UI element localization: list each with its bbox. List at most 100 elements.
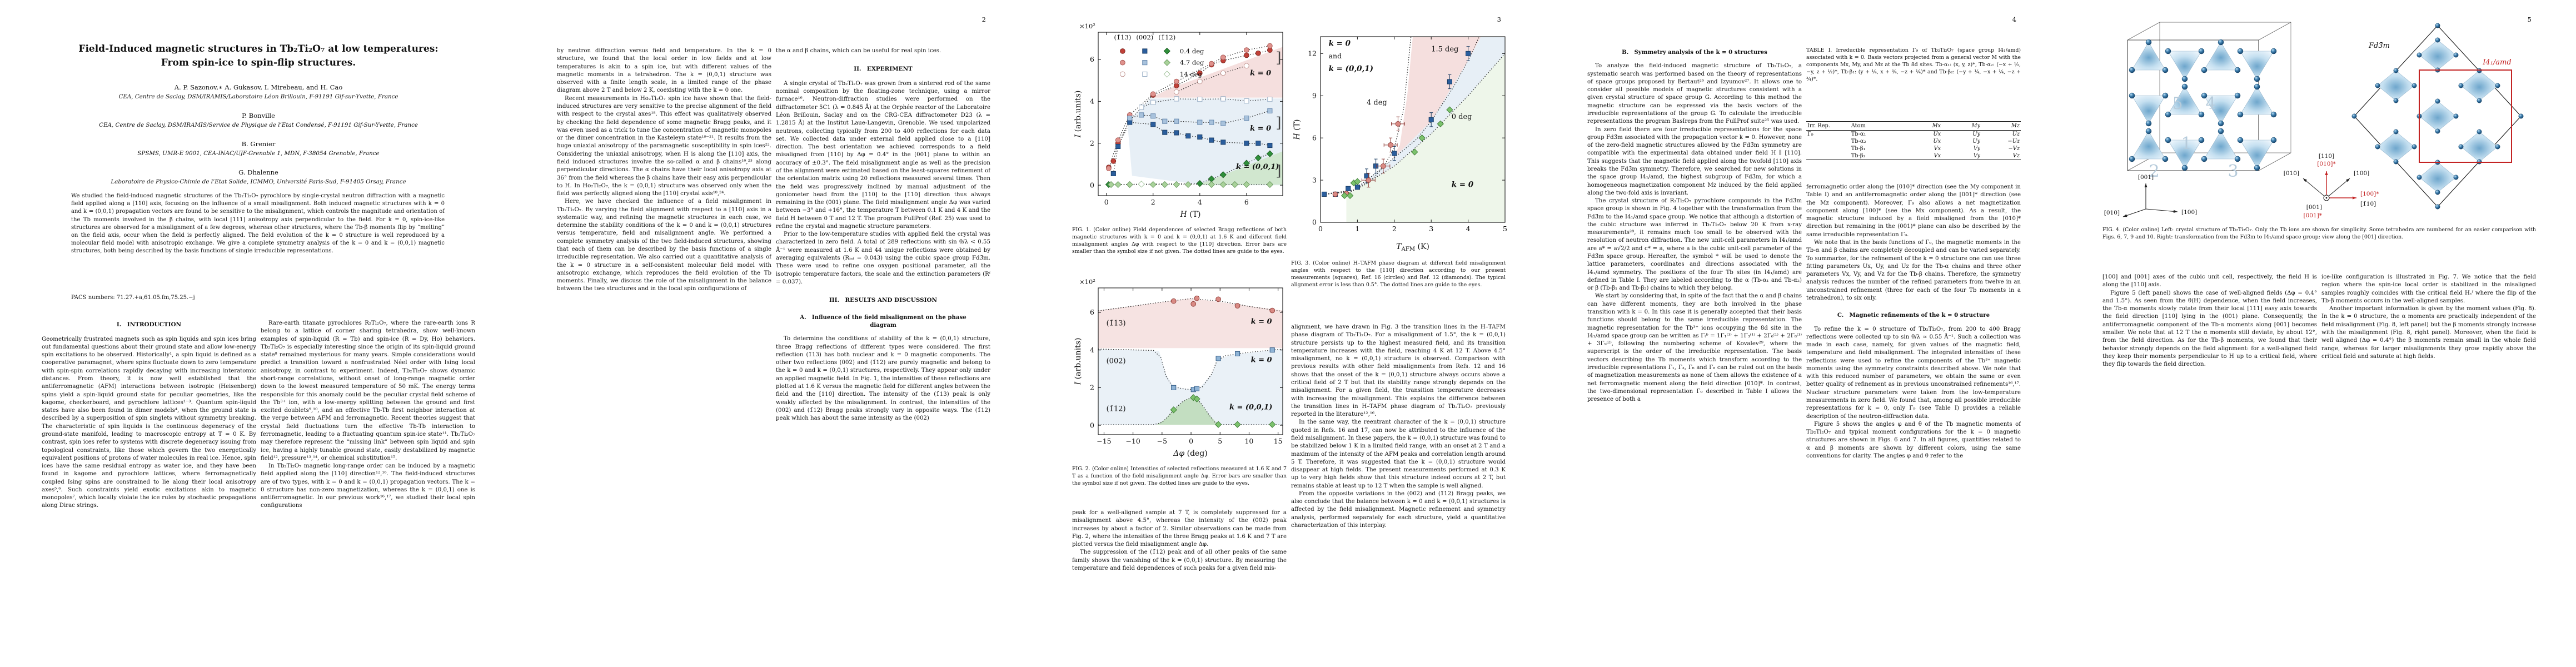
- paragraph: the α and β chains, which can be useful …: [776, 48, 941, 54]
- svg-text:5: 5: [1218, 437, 1222, 445]
- page2-right-column: the α and β chains, which can be useful …: [776, 47, 990, 614]
- svg-text:10: 10: [1244, 437, 1253, 445]
- paragraph: Geometrically frustrated magnets such as…: [42, 336, 256, 509]
- page-4: 4 B. Symmetry analysis of the k = 0 stru…: [1546, 0, 2061, 667]
- svg-text:2: 2: [1090, 384, 1094, 392]
- paragraph: Figure 5 shows the angles φ and θ of the…: [1806, 421, 2021, 459]
- figure-3-chart: 0 1 2 3 4 5 0 3 6 9 12 TAFM (K) H (T) k = 0 and k = (0,…: [1292, 29, 1514, 256]
- paragraph: From the opposite variations in the (002…: [1291, 490, 1506, 529]
- table-column-header: Mz: [2011, 123, 2020, 129]
- svg-text:k = 0: k = 0: [1452, 181, 1474, 190]
- page3-left-column: peak for a well-aligned sample at 7 T, i…: [1072, 509, 1287, 615]
- table-column-header: Irr. Rep.: [1807, 123, 1830, 129]
- svg-text:×10²: ×10²: [1079, 22, 1095, 30]
- table-1-body: Γ₉ Tb-α₁ Ux Uy Uz Tb-α₂ Ux Uy −Uz Tb-β₁ Vx Vy −Vz Tb-…: [1806, 131, 2021, 160]
- svg-text:Fd3̄m: Fd3̄m: [2368, 42, 2390, 50]
- svg-text:6: 6: [1090, 55, 1094, 63]
- subsection-heading-b: B. Symmetry analysis of the k = 0 struct…: [1622, 49, 1767, 56]
- svg-text:[110]: [110]: [2319, 153, 2334, 160]
- paragraph: To analyze the field-induced magnetic st…: [1587, 63, 1802, 125]
- page-3: 3 (1̄13) (002) (1̄12) 0.4 deg 4.7 deg 14 deg 0…: [1030, 0, 1546, 667]
- svg-text:−15: −15: [1097, 437, 1111, 445]
- svg-text:4 deg: 4 deg: [1367, 99, 1387, 107]
- author-2: P. Bonville: [242, 112, 275, 120]
- svg-text:4: 4: [1090, 97, 1094, 106]
- svg-text:0.4 deg: 0.4 deg: [1180, 47, 1204, 55]
- svg-text:3: 3: [1312, 176, 1317, 184]
- paragraph: Figure 5 (left panel) shows the case of …: [2102, 290, 2317, 368]
- svg-text:6: 6: [1312, 133, 1317, 142]
- paragraph: To determine the conditions of stability…: [776, 336, 990, 422]
- paragraph: In zero field there are four irreducible…: [1587, 126, 1802, 196]
- svg-text:0: 0: [1104, 198, 1109, 206]
- paragraph: by neutron diffraction versus field and …: [557, 48, 771, 94]
- svg-text:5: 5: [2172, 94, 2183, 113]
- svg-text:×10²: ×10²: [1079, 278, 1095, 286]
- svg-text:k = 0: k = 0: [1250, 69, 1271, 77]
- subsection-heading-a: A. Influence of the field misalignment o…: [800, 313, 966, 328]
- svg-text:4: 4: [1090, 346, 1094, 354]
- svg-text:k = (0,0,1): k = (0,0,1): [1229, 403, 1272, 411]
- paragraph: We note that in the basis functions of Γ…: [1806, 239, 2021, 301]
- page-1: Field-Induced magnetic structures in Tb₂…: [0, 0, 515, 667]
- section-heading-results: III. RESULTS AND DISCUSSION: [829, 297, 938, 304]
- paragraph: A single crystal of Tb₂Ti₂O₇ was grown f…: [776, 80, 990, 230]
- paragraph: The crystal structure of R₂Ti₂O₇ pyrochl…: [1587, 198, 1802, 292]
- page-number: 2: [981, 16, 986, 23]
- page4-right-column: ferromagnetic order along the [010]* dir…: [1806, 183, 2021, 614]
- svg-text:2: 2: [2149, 162, 2159, 181]
- svg-text:3: 3: [1429, 225, 1433, 233]
- subsection-heading-c: C. Magnetic refinements of the k = 0 str…: [1837, 312, 1990, 319]
- page-number: 4: [2012, 16, 2016, 23]
- table-header-row: Irr. Rep. Atom Mx My Mz: [1806, 121, 2021, 131]
- affiliation-2: CEA, Centre de Saclay, DSM/IRAMIS/Servic…: [99, 122, 418, 128]
- svg-text:(002): (002): [1136, 33, 1153, 41]
- affiliation-1: CEA, Centre de Saclay, DSM/IRAMIS/Labora…: [118, 93, 398, 100]
- svg-text:(1̄13): (1̄13): [1107, 320, 1126, 328]
- svg-text:(002): (002): [1107, 357, 1126, 365]
- paragraph: In Tb₂Ti₂O₇ magnetic long-range order ca…: [261, 463, 475, 509]
- paragraph: [100] and [001] axes of the cubic unit c…: [2102, 274, 2317, 288]
- svg-text:[001]*: [001]*: [2304, 212, 2323, 219]
- svg-text:[100]: [100]: [2181, 209, 2197, 216]
- svg-text:I (arb.units): I (arb.units): [1074, 91, 1083, 138]
- svg-text:k = (0,0,1): k = (0,0,1): [1236, 163, 1279, 171]
- page2-left-column: by neutron diffraction versus field and …: [557, 47, 771, 614]
- page3-right-column: alignment, we have drawn in Fig. 3 the t…: [1291, 323, 1506, 615]
- pacs-numbers: PACS numbers: 71.27.+a,61.05.fm,75.25.−j: [71, 295, 195, 301]
- figure-4-caption: FIG. 4. (Color online) Left: crystal str…: [2102, 227, 2536, 240]
- table-1: Irr. Rep. Atom Mx My Mz Γ₉ Tb-α₁ Ux Uy Uz Tb-α₂ Ux…: [1806, 121, 2021, 160]
- title-line-2: From spin-ice to spin-flip structures.: [161, 57, 356, 68]
- svg-text:6: 6: [1244, 198, 1249, 206]
- svg-text:0: 0: [1312, 218, 1317, 226]
- svg-text:[100]: [100]: [2354, 170, 2369, 177]
- paragraph: Prior to the low-temperature studies wit…: [776, 231, 990, 285]
- svg-text:5: 5: [1503, 225, 1507, 233]
- page1-left-column: I. INTRODUCTION Geometrically frustrated…: [42, 320, 256, 617]
- svg-text:0 deg: 0 deg: [1452, 113, 1472, 121]
- page4-left-column: B. Symmetry analysis of the k = 0 struct…: [1587, 47, 1802, 614]
- svg-text:4: 4: [1466, 225, 1471, 233]
- abstract: We studied the field-induced magnetic st…: [71, 193, 445, 255]
- svg-text:2: 2: [1151, 198, 1155, 206]
- svg-text:TAFM (K): TAFM (K): [1396, 242, 1429, 252]
- svg-text:]: ]: [1275, 163, 1281, 180]
- svg-text:and: and: [1329, 52, 1342, 60]
- figure-3-caption: FIG. 3. (Color online) H–TAFM phase diag…: [1291, 260, 1506, 288]
- figure-2-caption: FIG. 2. (Color online) Intensities of se…: [1072, 466, 1287, 486]
- table-row: Γ₉ Tb-α₁ Ux Uy Uz: [1807, 131, 2020, 137]
- paragraph: ferromagnetic order along the [010]* dir…: [1806, 184, 2021, 238]
- svg-text:−10: −10: [1125, 437, 1140, 445]
- svg-text:[010]*: [010]*: [2317, 161, 2336, 167]
- page-number: 5: [2527, 16, 2532, 23]
- author-4: G. Dhalenne: [238, 168, 278, 176]
- paragraph: In the same way, the reentrant character…: [1291, 419, 1506, 489]
- paragraph: We start by considering that, in spite o…: [1587, 293, 1802, 403]
- figure-1-caption: FIG. 1. (Color online) Field dependences…: [1072, 227, 1287, 255]
- svg-text:(1̄12): (1̄12): [1107, 405, 1126, 414]
- svg-text:9: 9: [1312, 91, 1317, 99]
- affiliation-4: Laboratoire de Physico-Chimie de l’Etat …: [111, 178, 406, 185]
- svg-text:2: 2: [1392, 225, 1397, 233]
- paragraph: Recent measurements in Ho₂Ti₂O₇ spin ice…: [557, 95, 771, 197]
- svg-text:4: 4: [1198, 198, 1202, 206]
